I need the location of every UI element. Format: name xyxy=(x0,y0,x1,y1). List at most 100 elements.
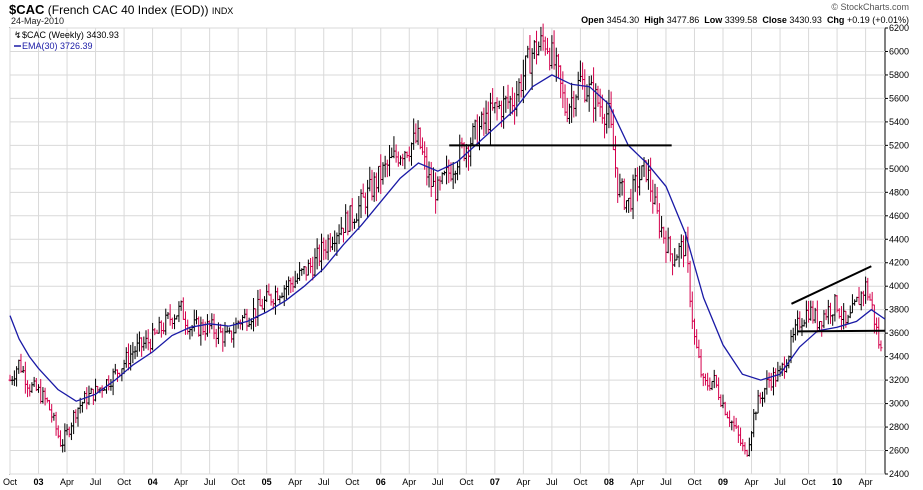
ohlc-bar xyxy=(32,376,36,387)
x-tick-label: Apr xyxy=(745,477,759,487)
ohlc-bar xyxy=(76,407,80,427)
low-label: Low xyxy=(704,15,723,25)
y-tick-label: 2800 xyxy=(889,422,909,432)
ohlc-bar xyxy=(113,363,117,375)
x-tick-label: Apr xyxy=(60,477,74,487)
ohlc-bar xyxy=(537,41,541,56)
ohlc-bar xyxy=(872,304,876,334)
ohlc-bar xyxy=(186,319,190,335)
ohlc-bar xyxy=(831,314,835,326)
ohlc-bar xyxy=(756,389,760,414)
ohlc-bar xyxy=(750,431,754,452)
ohlc-bar xyxy=(245,308,249,332)
ohlc-bar xyxy=(765,370,769,395)
ohlc-bar xyxy=(603,113,607,139)
ohlc-bar xyxy=(774,368,778,387)
y-tick-label: 4000 xyxy=(889,281,909,291)
ohlc-bar xyxy=(495,97,499,121)
ohlc-bar xyxy=(668,235,672,262)
legend-price: $CAC (Weekly) 3430.93 xyxy=(22,30,119,40)
ohlc-bar xyxy=(679,234,683,259)
ohlc-bar xyxy=(309,258,313,274)
ohlc-bar xyxy=(87,385,91,406)
ohlc-bar xyxy=(83,391,87,404)
ohlc-bar xyxy=(256,289,260,326)
ohlc-bar xyxy=(635,167,639,202)
ohlc-bar xyxy=(578,60,582,82)
ohlc-bar xyxy=(596,85,600,107)
ohlc-bar xyxy=(614,135,618,178)
ohlc-bar xyxy=(820,320,824,337)
ohlc-bar xyxy=(137,331,141,352)
y-tick-label: 2600 xyxy=(889,446,909,456)
ohlc-bar xyxy=(469,137,473,167)
chg-value: +0.19 (+0.01%) xyxy=(846,15,909,25)
x-tick-label: Apr xyxy=(288,477,302,487)
ohlc-bar xyxy=(616,167,620,203)
x-tick-label: Apr xyxy=(516,477,530,487)
y-tick-label: 5000 xyxy=(889,164,909,174)
ohlc-bar xyxy=(592,67,596,123)
ohlc-bar xyxy=(177,301,181,323)
chart-date: 24-May-2010 xyxy=(11,16,65,26)
ohlc-bar xyxy=(484,100,488,135)
chart-header: $CAC (French CAC 40 Index (EOD)) INDX 24… xyxy=(0,0,923,28)
ohlc-bar xyxy=(607,89,611,129)
ohlc-bar xyxy=(377,165,381,193)
ohlc-bar xyxy=(559,65,563,99)
open-value: 3454.30 xyxy=(606,15,640,25)
ohlc-bar xyxy=(247,317,251,328)
ohlc-bar xyxy=(673,248,677,267)
ohlc-bar xyxy=(697,339,701,359)
ohlc-bar xyxy=(561,71,565,109)
ohlc-bar xyxy=(653,183,657,205)
ohlc-bar xyxy=(69,422,73,441)
ohlc-bar xyxy=(717,377,721,401)
ohlc-bar xyxy=(824,309,828,321)
ohlc-bar xyxy=(238,319,242,330)
ohlc-bar xyxy=(699,349,703,378)
ohlc-bar xyxy=(107,375,111,391)
y-tick-label: 4800 xyxy=(889,187,909,197)
x-tick-label: Jul xyxy=(204,477,216,487)
ohlc-bar xyxy=(12,370,16,386)
ohlc-bar xyxy=(401,153,405,167)
ohlc-bar xyxy=(350,198,354,231)
ohlc-bar xyxy=(692,318,696,345)
ohlc-bar xyxy=(282,285,286,307)
ohlc-bar xyxy=(822,309,826,329)
ohlc-bar xyxy=(366,179,370,219)
ohlc-bar xyxy=(43,387,47,406)
x-tick-label: Oct xyxy=(231,477,246,487)
ohlc-bar xyxy=(488,92,492,146)
trendline xyxy=(797,329,886,333)
ohlc-bar xyxy=(30,382,34,393)
ohlc-bar xyxy=(620,178,624,196)
ohlc-bar xyxy=(747,437,751,457)
ohlc-bar xyxy=(631,174,635,220)
ohlc-bar xyxy=(313,248,317,277)
ohlc-bar xyxy=(506,84,510,109)
x-axis: Oct 03 Apr Jul Oct 04 Apr Jul Oct 05 Apr Jul Oct 06 Ap… xyxy=(3,477,873,487)
x-tick-label: Oct xyxy=(459,477,474,487)
ohlc-bar xyxy=(416,120,420,145)
ohlc-bar xyxy=(339,216,343,236)
ohlc-bar xyxy=(624,200,628,213)
ohlc-bar xyxy=(464,143,468,168)
ohlc-bar xyxy=(539,26,543,51)
ohlc-bar xyxy=(438,176,442,191)
ohlc-bar xyxy=(655,186,659,214)
y-tick-label: 5800 xyxy=(889,70,909,80)
ohlc-bar xyxy=(341,227,345,243)
ohlc-bar xyxy=(447,159,451,184)
ohlc-bar xyxy=(162,322,166,335)
x-tick-label: Jul xyxy=(432,477,444,487)
ohlc-bar xyxy=(148,338,152,354)
ohlc-bar xyxy=(760,391,764,407)
ohlc-bar xyxy=(394,144,398,163)
ohlc-bar xyxy=(519,74,523,98)
ohlc-bar xyxy=(194,310,198,325)
x-tick-label: Apr xyxy=(630,477,644,487)
ohlc-bar xyxy=(493,102,497,114)
